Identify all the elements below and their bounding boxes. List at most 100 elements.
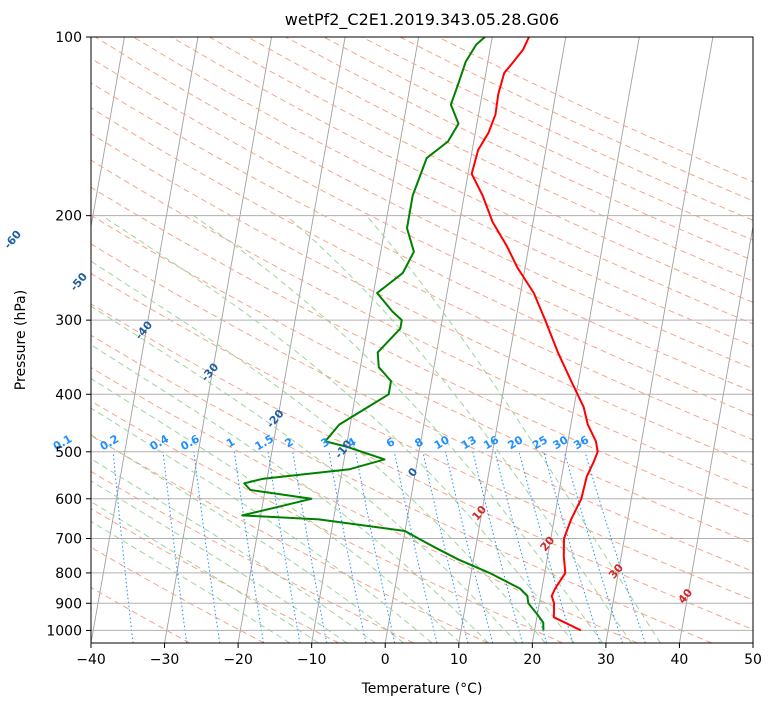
mixing-ratio-label: 6 [384,435,397,450]
mixing-ratio-line [112,451,134,643]
isotherm-line [164,37,272,643]
dry-adiabat [91,367,638,643]
dry-adiabat [437,37,753,183]
x-tick-label: 40 [671,652,689,668]
temperature-line [470,37,599,632]
isotherm-line [752,640,753,643]
isotherm-label: -60 [1,228,24,252]
y-tick-label: 600 [55,492,82,508]
y-axis-label: Pressure (hPa) [13,290,29,390]
moist-adiabat [91,407,433,643]
dry-adiabat [91,133,753,466]
moist-adiabat [91,305,518,643]
x-tick-label: 10 [450,652,468,668]
moist-adiabat [91,260,546,643]
mixing-ratio-label: 0.4 [148,432,172,453]
y-tick-label: 400 [55,387,82,403]
mixing-ratio-label: 1 [224,435,237,450]
isotherm-line [237,37,346,643]
isotherm-label: 0 [406,465,421,479]
mixing-ratio-line [393,451,438,643]
y-tick-label: 1000 [46,623,82,639]
isotherm-line [531,37,640,643]
mixing-ratio-line [472,451,523,643]
isotherm-label-lower: 20 [538,534,558,554]
dry-adiabat [91,400,563,643]
y-axis-ticks: 100 200 300 400 500 600 700 800 900 1000 [46,30,91,639]
mixing-ratio-line [563,451,624,643]
mixing-ratio-label: 13 [459,433,479,452]
x-tick-label: −40 [76,652,106,668]
y-tick-label: 300 [55,313,82,329]
mixing-ratio-line [193,451,221,643]
dry-adiabat [91,159,753,491]
dry-adiabat [91,243,753,572]
dry-adiabat [94,37,753,370]
x-tick-label: 20 [523,652,541,668]
mixing-ratio-label: 16 [481,433,501,452]
profile-series [241,37,599,632]
mixing-ratio-label: 30 [551,433,571,452]
moist-adiabat [91,458,376,643]
isotherm-line [458,37,567,643]
isotherm-label-lower: 10 [469,503,489,523]
isotherm-line [91,37,125,229]
dry-adiabat [91,214,753,545]
moist-adiabat [101,215,575,643]
mixing-ratio-lines [112,451,646,643]
mixing-ratio-label: 25 [530,433,550,452]
mixing-ratio-line [328,451,367,643]
y-tick-label: 700 [55,532,82,548]
mixing-ratio-label: 8 [413,435,426,450]
pressure-gridlines [91,37,753,631]
plot-area [91,37,753,643]
x-tick-label: 50 [744,652,762,668]
isotherm-line [605,37,714,643]
moist-adiabat [193,215,604,643]
moist-adiabat [91,520,291,643]
mixing-ratio-line [422,451,469,643]
x-tick-label: −10 [297,652,327,668]
x-axis-label: Temperature (°C) [361,681,483,697]
mixing-ratio-line [162,451,188,643]
mixing-ratio-line [267,451,301,643]
dry-adiabat [209,37,753,303]
y-tick-label: 100 [55,30,82,46]
moist-adiabat [91,344,489,643]
dry-adiabat [361,37,753,221]
dry-adiabat [91,303,753,631]
moist-adiabat [91,434,405,643]
chart-title: wetPf2_C2E1.2019.343.05.28.G06 [285,10,559,30]
dry-adiabat [91,334,712,643]
moist-adiabat [91,377,461,643]
isotherm-line [384,37,493,643]
isotherm-label: -50 [67,270,90,294]
x-axis-ticks: −40 −30 −20 −10 0 10 20 30 40 50 [76,643,762,668]
dry-adiabat [91,186,753,518]
mixing-ratio-label: 20 [505,433,525,452]
y-tick-label: 800 [55,566,82,582]
mixing-ratio-line [518,451,574,643]
moist-adiabat [91,501,319,643]
mixing-ratio-label: 36 [571,433,591,452]
x-tick-label: 0 [381,652,390,668]
mixing-ratio-label: 2 [283,435,296,450]
dry-adiabat [133,37,753,347]
mixing-ratio-line [355,451,396,643]
isotherm-label: -30 [199,360,222,384]
dewpoint-line [241,37,545,631]
isotherm-label-lower: 30 [606,561,626,581]
dry-adiabat [91,435,489,643]
dry-adiabat [91,470,414,643]
y-tick-label: 900 [55,596,82,612]
moist-adiabat [91,480,348,643]
x-tick-label: −30 [150,652,180,668]
mixing-ratio-line [292,451,328,643]
moist-adiabat [366,215,661,643]
isotherm-label: -40 [132,318,155,342]
isotherm-label: -20 [264,407,287,431]
isotherm-line [679,223,753,643]
x-tick-label: 30 [597,652,615,668]
mixing-ratio-line [445,451,494,643]
